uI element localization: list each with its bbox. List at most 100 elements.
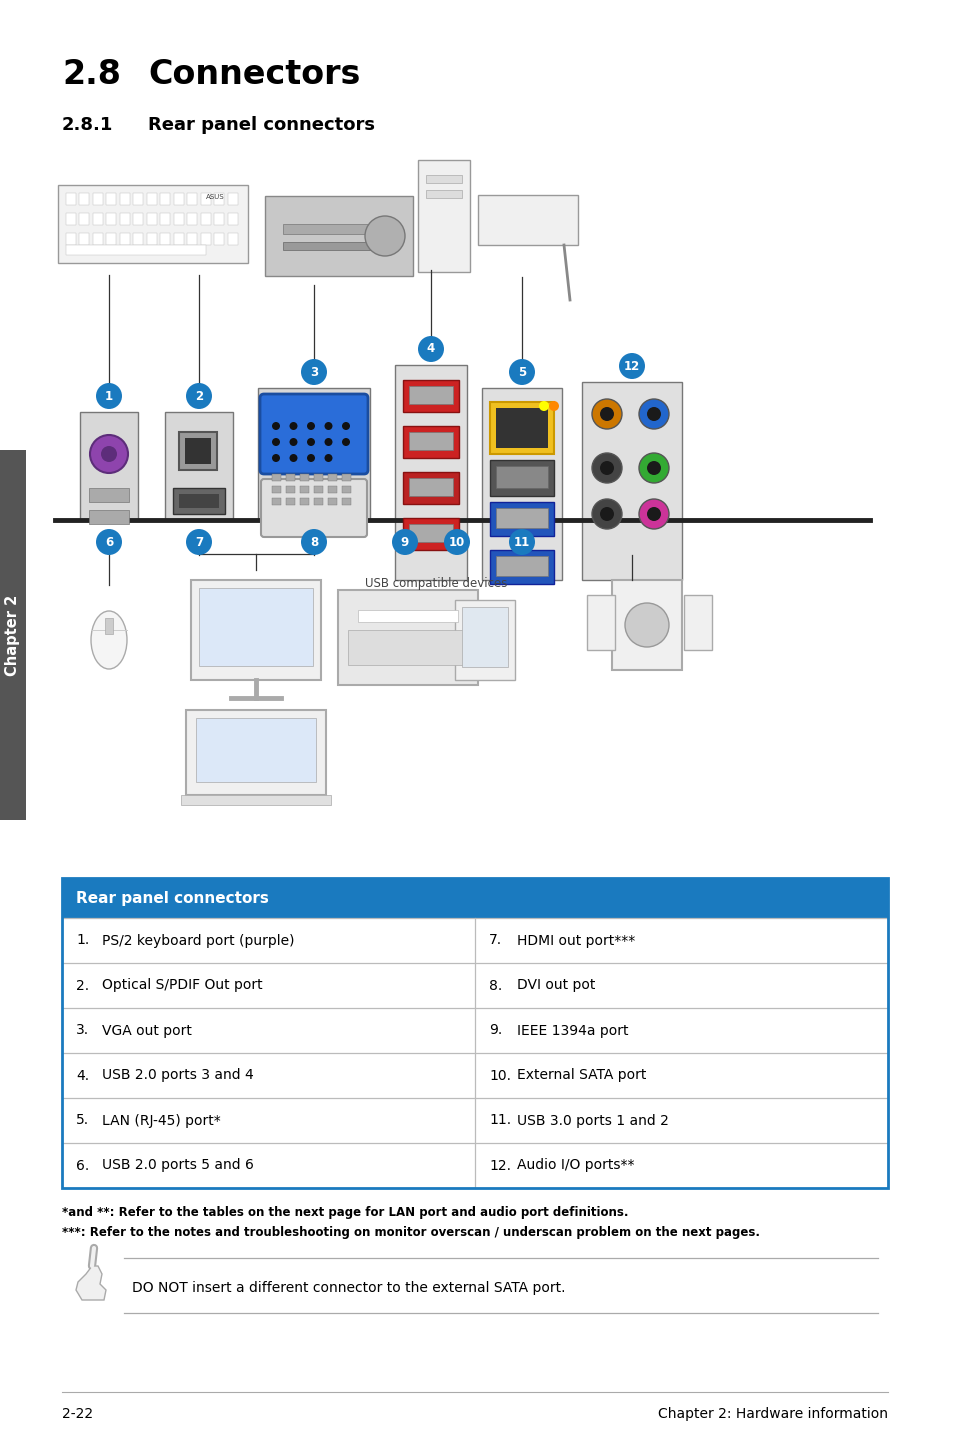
FancyBboxPatch shape <box>490 460 554 496</box>
FancyBboxPatch shape <box>461 607 507 667</box>
Text: 8.: 8. <box>489 978 501 992</box>
FancyBboxPatch shape <box>341 475 351 480</box>
FancyBboxPatch shape <box>228 233 237 244</box>
FancyBboxPatch shape <box>186 710 326 795</box>
Text: 9.: 9. <box>489 1024 501 1037</box>
FancyBboxPatch shape <box>496 466 547 487</box>
FancyBboxPatch shape <box>490 549 554 584</box>
FancyBboxPatch shape <box>214 193 224 206</box>
FancyBboxPatch shape <box>341 486 351 493</box>
FancyBboxPatch shape <box>265 196 413 276</box>
FancyBboxPatch shape <box>490 502 554 536</box>
FancyBboxPatch shape <box>66 244 206 255</box>
Circle shape <box>548 401 558 411</box>
FancyBboxPatch shape <box>160 213 171 224</box>
Text: 8: 8 <box>310 535 317 548</box>
Text: 4.: 4. <box>76 1068 89 1083</box>
Circle shape <box>272 421 280 430</box>
Text: LAN (RJ-45) port*: LAN (RJ-45) port* <box>102 1113 220 1127</box>
Circle shape <box>186 383 212 408</box>
Circle shape <box>624 603 668 647</box>
FancyBboxPatch shape <box>185 439 211 464</box>
FancyBboxPatch shape <box>341 498 351 505</box>
Circle shape <box>639 499 668 529</box>
FancyBboxPatch shape <box>79 213 90 224</box>
FancyBboxPatch shape <box>496 508 547 528</box>
Circle shape <box>307 454 314 462</box>
Circle shape <box>592 453 621 483</box>
FancyBboxPatch shape <box>299 498 309 505</box>
Circle shape <box>646 508 660 521</box>
Text: USB 3.0 ports 1 and 2: USB 3.0 ports 1 and 2 <box>517 1113 668 1127</box>
Circle shape <box>341 439 350 446</box>
Circle shape <box>341 421 350 430</box>
FancyBboxPatch shape <box>62 879 887 917</box>
FancyBboxPatch shape <box>199 588 313 666</box>
Circle shape <box>646 407 660 421</box>
Circle shape <box>307 421 314 430</box>
FancyBboxPatch shape <box>426 175 461 183</box>
FancyBboxPatch shape <box>496 557 547 577</box>
Polygon shape <box>76 1265 106 1300</box>
FancyBboxPatch shape <box>181 795 331 805</box>
Circle shape <box>289 421 297 430</box>
FancyBboxPatch shape <box>283 224 371 234</box>
Circle shape <box>639 453 668 483</box>
FancyBboxPatch shape <box>120 193 130 206</box>
FancyBboxPatch shape <box>107 193 116 206</box>
Text: 11.: 11. <box>489 1113 511 1127</box>
Circle shape <box>186 529 212 555</box>
FancyBboxPatch shape <box>272 498 281 505</box>
FancyBboxPatch shape <box>0 450 26 820</box>
FancyBboxPatch shape <box>133 233 143 244</box>
Text: 4: 4 <box>426 342 435 355</box>
FancyBboxPatch shape <box>66 233 76 244</box>
Text: 12.: 12. <box>489 1159 511 1172</box>
Ellipse shape <box>91 611 127 669</box>
FancyBboxPatch shape <box>357 610 457 623</box>
FancyBboxPatch shape <box>260 394 368 475</box>
Text: Chapter 2: Hardware information: Chapter 2: Hardware information <box>658 1406 887 1421</box>
Text: 2.: 2. <box>76 978 89 992</box>
Text: USB 2.0 ports 3 and 4: USB 2.0 ports 3 and 4 <box>102 1068 253 1083</box>
Text: ASUS: ASUS <box>206 194 224 200</box>
FancyBboxPatch shape <box>79 233 90 244</box>
Circle shape <box>272 439 280 446</box>
FancyBboxPatch shape <box>286 486 294 493</box>
Text: ***: Refer to the notes and troubleshooting on monitor overscan / underscan prob: ***: Refer to the notes and troubleshoot… <box>62 1227 760 1240</box>
Circle shape <box>324 454 333 462</box>
Text: External SATA port: External SATA port <box>517 1068 646 1083</box>
Circle shape <box>592 398 621 429</box>
FancyBboxPatch shape <box>179 431 216 470</box>
FancyBboxPatch shape <box>92 233 103 244</box>
Text: DVI out pot: DVI out pot <box>517 978 595 992</box>
FancyBboxPatch shape <box>426 190 461 198</box>
FancyBboxPatch shape <box>228 193 237 206</box>
Circle shape <box>592 499 621 529</box>
Text: *and **: Refer to the tables on the next page for LAN port and audio port defini: *and **: Refer to the tables on the next… <box>62 1206 628 1219</box>
Text: IEEE 1394a port: IEEE 1394a port <box>517 1024 628 1037</box>
Circle shape <box>417 336 443 362</box>
Text: 2.8.1: 2.8.1 <box>62 116 113 134</box>
FancyBboxPatch shape <box>496 408 547 449</box>
FancyBboxPatch shape <box>586 595 615 650</box>
FancyBboxPatch shape <box>314 486 323 493</box>
FancyBboxPatch shape <box>201 213 211 224</box>
FancyBboxPatch shape <box>272 486 281 493</box>
Circle shape <box>646 462 660 475</box>
FancyBboxPatch shape <box>261 479 367 536</box>
FancyBboxPatch shape <box>581 383 681 580</box>
Circle shape <box>90 436 128 473</box>
FancyBboxPatch shape <box>160 193 171 206</box>
FancyBboxPatch shape <box>80 413 138 521</box>
Circle shape <box>307 439 314 446</box>
FancyBboxPatch shape <box>409 477 453 496</box>
Circle shape <box>599 407 614 421</box>
Circle shape <box>272 454 280 462</box>
Circle shape <box>289 454 297 462</box>
FancyBboxPatch shape <box>172 487 225 513</box>
FancyBboxPatch shape <box>147 233 157 244</box>
FancyBboxPatch shape <box>89 487 129 502</box>
FancyBboxPatch shape <box>490 403 554 454</box>
Circle shape <box>289 439 297 446</box>
